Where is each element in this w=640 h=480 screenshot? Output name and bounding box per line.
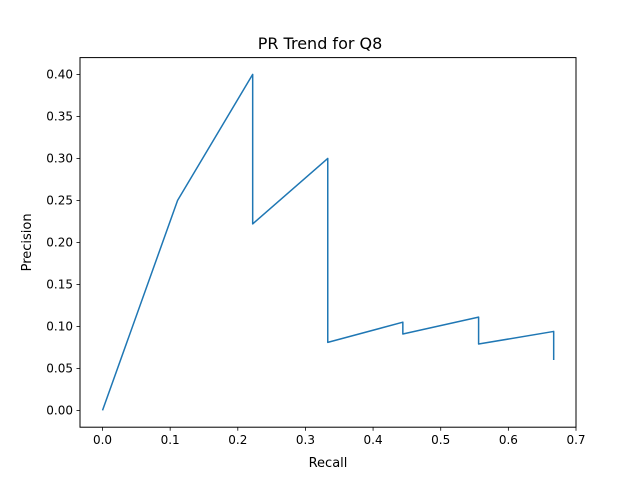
x-axis: 0.0 0.1 0.2 0.3 0.4 0.5 0.6 0.7 — [93, 427, 586, 447]
y-tick-label: 0.40 — [46, 67, 73, 81]
y-tick-label: 0.05 — [46, 361, 73, 375]
y-tick-label: 0.00 — [46, 403, 73, 417]
series-line-0 — [101, 73, 555, 411]
x-tick-label: 0.5 — [431, 433, 450, 447]
chart-title: PR Trend for Q8 — [258, 34, 383, 53]
x-tick-label: 0.6 — [499, 433, 518, 447]
y-tick-label: 0.30 — [46, 151, 73, 165]
y-tick-label: 0.10 — [46, 319, 73, 333]
y-tick-label: 0.35 — [46, 109, 73, 123]
y-axis-label: Precision — [20, 213, 35, 271]
series-layer — [101, 73, 555, 411]
y-axis: 0.00 0.05 0.10 0.15 0.20 0.25 0.30 0.35 0.40 — [46, 67, 80, 417]
y-tick-label: 0.20 — [46, 235, 73, 249]
x-tick-label: 0.1 — [161, 433, 180, 447]
x-tick-label: 0.4 — [364, 433, 383, 447]
x-tick-label: 0.0 — [93, 433, 112, 447]
x-tick-label: 0.2 — [228, 433, 247, 447]
x-tick-label: 0.3 — [296, 433, 315, 447]
x-tick-label: 0.7 — [566, 433, 585, 447]
x-axis-label: Recall — [309, 456, 348, 471]
y-tick-label: 0.25 — [46, 193, 73, 207]
y-tick-label: 0.15 — [46, 277, 73, 291]
